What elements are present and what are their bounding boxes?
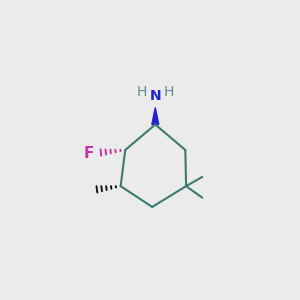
Text: H: H (137, 85, 147, 99)
Text: F: F (84, 146, 94, 160)
Polygon shape (152, 108, 159, 124)
Text: N: N (149, 89, 161, 103)
Text: H: H (163, 85, 174, 99)
